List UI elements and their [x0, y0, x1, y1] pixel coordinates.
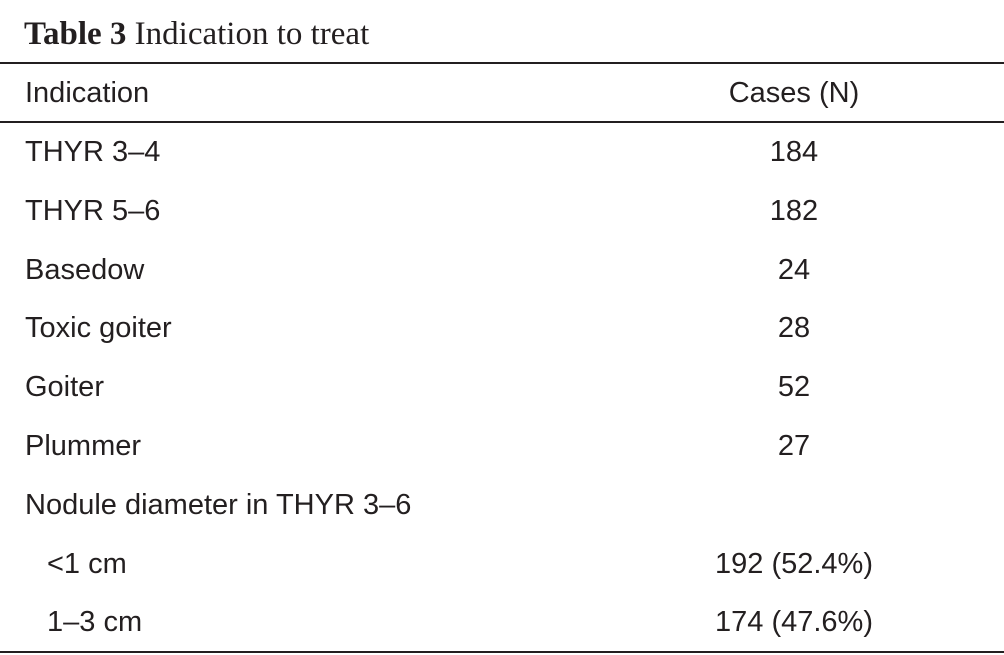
- row-cases: 27: [777, 429, 811, 462]
- row-indication: Plummer: [25, 429, 142, 462]
- header-cases: Cases (N): [728, 77, 860, 109]
- table-subrow: <1 cm 192 (52.4%): [0, 535, 1004, 594]
- row-cases: 24: [777, 253, 811, 286]
- row-cases: 28: [777, 312, 811, 345]
- table-row: THYR 3–4 184: [0, 123, 1004, 182]
- table-row: Basedow 24: [0, 241, 1004, 300]
- group-label: Nodule diameter in THYR 3–6: [25, 488, 412, 521]
- row-cases: 184: [769, 136, 819, 168]
- header-indication: Indication: [25, 77, 150, 109]
- row-indication: Goiter: [25, 371, 104, 404]
- row-cases: 52: [777, 371, 811, 404]
- row-indication: 1–3 cm: [47, 606, 143, 639]
- row-cases: 182: [769, 194, 819, 227]
- top-rule: [0, 62, 1004, 64]
- table-subrow: 1–3 cm 174 (47.6%): [0, 593, 1004, 652]
- table-caption: Table 3 Indication to treat: [24, 12, 369, 56]
- table-group-row: Nodule diameter in THYR 3–6: [0, 476, 1004, 535]
- row-indication: Basedow: [25, 253, 145, 286]
- row-indication: <1 cm: [47, 547, 127, 580]
- table-header: Indication Cases (N): [0, 64, 1004, 122]
- table-row: Plummer 27: [0, 417, 1004, 476]
- table-title: Indication to treat: [134, 16, 370, 52]
- header-rule: [0, 121, 1004, 123]
- row-indication: THYR 5–6: [25, 194, 161, 227]
- table-number: Table 3: [24, 16, 127, 52]
- row-cases: 192 (52.4%): [715, 547, 873, 580]
- header-row: Indication Cases (N): [0, 64, 1004, 122]
- table-row: THYR 5–6 182: [0, 182, 1004, 241]
- table-row: Goiter 52: [0, 358, 1004, 417]
- row-indication: Toxic goiter: [25, 312, 172, 345]
- table-body: THYR 3–4 184 THYR 5–6 182 Basedow 24 Tox…: [0, 123, 1004, 652]
- row-indication: THYR 3–4: [25, 136, 161, 168]
- bottom-rule: [0, 651, 1004, 653]
- table-row: Toxic goiter 28: [0, 299, 1004, 358]
- row-cases: 174 (47.6%): [715, 606, 873, 639]
